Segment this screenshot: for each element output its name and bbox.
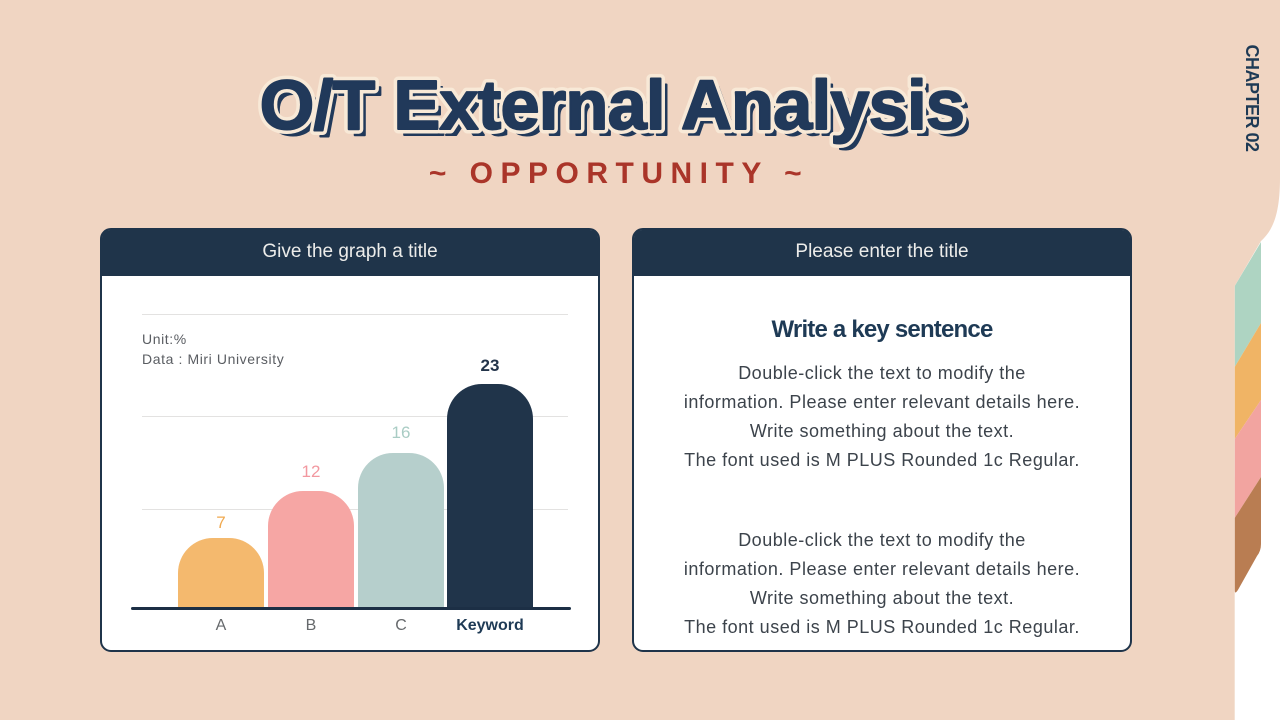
svg-text:O/T External Analysis: O/T External Analysis: [266, 72, 971, 150]
svg-text:O/T External Analysis: O/T External Analysis: [260, 66, 965, 144]
svg-text:O/T External Analysis: O/T External Analysis: [260, 66, 965, 144]
